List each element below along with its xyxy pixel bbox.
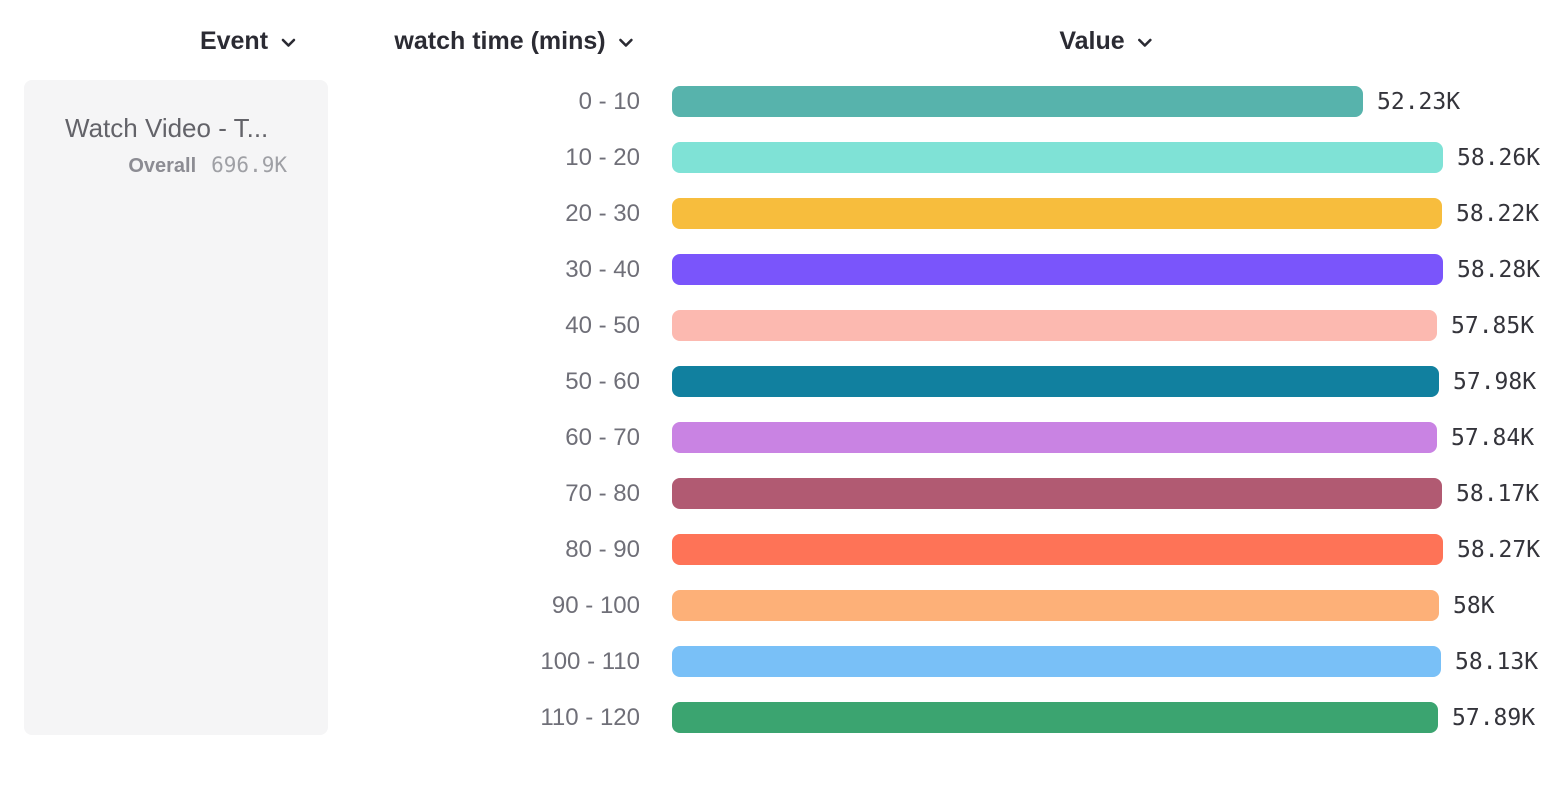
breakdown-column-header[interactable]: watch time (mins)	[394, 27, 633, 56]
chart-row: 100 - 110 58.13K	[0, 646, 1568, 678]
overall-value: 696.9K	[211, 153, 287, 177]
value-bar[interactable]	[672, 422, 1437, 453]
value-bar[interactable]	[672, 86, 1363, 117]
category-label: 60 - 70	[565, 424, 640, 451]
value-bar[interactable]	[672, 590, 1439, 621]
category-label: 70 - 80	[565, 480, 640, 507]
chart-row: 60 - 70 57.84K	[0, 422, 1568, 454]
chart-row: 90 - 100 58K	[0, 590, 1568, 622]
chevron-down-icon	[281, 35, 296, 48]
event-name: Watch Video - T...	[65, 113, 269, 143]
category-label: 90 - 100	[551, 592, 640, 619]
chart-row: 110 - 120 57.89K	[0, 702, 1568, 734]
chart-row: 80 - 90 58.27K	[0, 534, 1568, 566]
value-bar[interactable]	[672, 646, 1441, 677]
breakdown-column-label: watch time (mins)	[394, 27, 606, 55]
value-label: 58.26K	[1457, 145, 1541, 171]
value-label: 58.22K	[1456, 201, 1540, 227]
category-label: 100 - 110	[540, 648, 640, 675]
value-bar[interactable]	[672, 366, 1439, 397]
category-label: 30 - 40	[565, 256, 640, 283]
category-label: 10 - 20	[565, 144, 640, 171]
value-label: 58.27K	[1457, 537, 1541, 563]
event-column-header[interactable]: Event	[200, 27, 296, 56]
value-label: 58K	[1453, 593, 1495, 619]
value-label: 57.89K	[1452, 705, 1536, 731]
event-legend-card[interactable]: Watch Video - T... Overall 696.9K	[24, 80, 328, 735]
value-label: 52.23K	[1377, 89, 1461, 115]
value-label: 57.98K	[1453, 369, 1537, 395]
value-label: 57.85K	[1451, 313, 1535, 339]
value-column-label: Value	[1059, 27, 1125, 55]
value-bar[interactable]	[672, 198, 1442, 229]
category-label: 80 - 90	[565, 536, 640, 563]
overall-label: Overall	[128, 155, 197, 177]
value-label: 58.28K	[1457, 257, 1541, 283]
chart-row: 50 - 60 57.98K	[0, 366, 1568, 398]
value-column-header[interactable]: Value	[1059, 27, 1152, 56]
category-label: 0 - 10	[578, 88, 640, 115]
chart-row: 70 - 80 58.17K	[0, 478, 1568, 510]
value-label: 58.13K	[1455, 649, 1539, 675]
chart-row: 40 - 50 57.85K	[0, 310, 1568, 342]
chart-row: 0 - 10 52.23K	[0, 86, 1568, 118]
category-label: 40 - 50	[565, 312, 640, 339]
value-bar[interactable]	[672, 310, 1437, 341]
category-label: 50 - 60	[565, 368, 640, 395]
value-label: 57.84K	[1451, 425, 1535, 451]
value-bar[interactable]	[672, 254, 1443, 285]
value-bar[interactable]	[672, 702, 1438, 733]
chevron-down-icon	[1138, 35, 1153, 48]
value-label: 58.17K	[1456, 481, 1540, 507]
value-bar[interactable]	[672, 142, 1443, 173]
chart-row: 20 - 30 58.22K	[0, 198, 1568, 230]
value-bar[interactable]	[672, 534, 1443, 565]
chevron-down-icon	[619, 35, 634, 48]
event-column-label: Event	[199, 27, 269, 55]
category-label: 20 - 30	[565, 200, 640, 227]
chart-row: 10 - 20 58.26K	[0, 142, 1568, 174]
category-label: 110 - 120	[540, 704, 640, 731]
chart-row: 30 - 40 58.28K	[0, 254, 1568, 286]
overall-row: Overall 696.9K	[65, 153, 287, 178]
value-bar[interactable]	[672, 478, 1442, 509]
